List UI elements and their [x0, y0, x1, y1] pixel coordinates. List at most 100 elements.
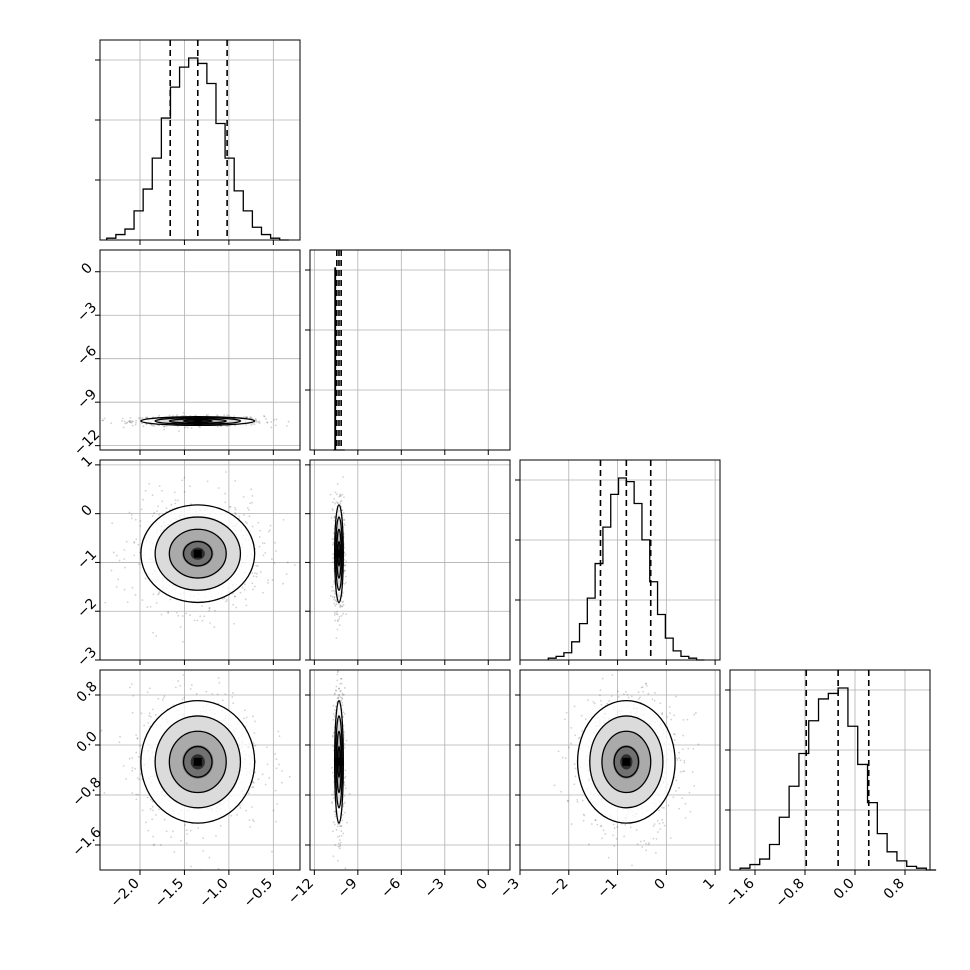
- sample-point: [271, 579, 274, 582]
- sample-point: [137, 793, 139, 796]
- sample-point: [673, 732, 675, 735]
- sample-point: [678, 807, 681, 810]
- sample-point: [584, 718, 587, 721]
- contour-line: [182, 540, 213, 567]
- sample-point: [262, 554, 265, 557]
- sample-point: [257, 778, 260, 781]
- sample-point: [341, 601, 344, 604]
- sample-point: [333, 602, 336, 605]
- sample-point: [131, 757, 134, 759]
- sample-point: [337, 620, 339, 622]
- sample-point: [189, 485, 191, 488]
- sample-point: [662, 821, 664, 824]
- density-content: [100, 471, 296, 643]
- sample-point: [689, 810, 692, 813]
- sample-point: [344, 564, 347, 567]
- sample-point: [147, 722, 150, 724]
- sample-point: [339, 494, 342, 497]
- density-content: [329, 476, 348, 639]
- sample-point: [177, 499, 179, 502]
- sample-point: [629, 826, 632, 829]
- sample-point: [653, 699, 656, 702]
- sample-point: [332, 542, 335, 544]
- sample-point: [278, 735, 281, 738]
- sample-point: [199, 426, 201, 428]
- sample-point: [118, 741, 121, 744]
- sample-point: [257, 521, 260, 524]
- sample-point: [343, 731, 346, 734]
- sample-point: [557, 750, 560, 753]
- contour-line: [140, 699, 256, 824]
- sample-point: [339, 605, 342, 607]
- sample-point: [125, 778, 127, 780]
- sample-point: [341, 701, 344, 704]
- sample-point: [340, 614, 343, 617]
- contour-line: [168, 730, 227, 794]
- sample-point: [234, 508, 237, 511]
- sample-point: [273, 418, 276, 421]
- sample-point: [153, 425, 156, 428]
- sample-point: [333, 810, 336, 813]
- sample-point: [123, 549, 126, 551]
- sample-point: [201, 605, 203, 607]
- sample-point: [163, 425, 165, 428]
- sample-point: [242, 496, 245, 498]
- sample-point: [281, 781, 283, 784]
- sample-point: [652, 837, 655, 840]
- sample-point: [341, 704, 344, 707]
- sample-point: [219, 825, 222, 827]
- density-panel-0-3: −2.0 −1.5 −1.0 −0.5−1.6−0.80.00.8: [69, 635, 301, 911]
- sample-point: [170, 503, 173, 506]
- sample-point: [344, 769, 347, 772]
- sample-point: [118, 559, 121, 562]
- sample-point: [658, 822, 661, 825]
- sample-point: [122, 765, 125, 767]
- sample-point: [342, 612, 345, 615]
- sample-point: [681, 797, 684, 800]
- sample-point: [332, 793, 335, 796]
- sample-point: [167, 611, 170, 613]
- sample-point: [126, 601, 129, 603]
- sample-point: [337, 836, 339, 838]
- sample-point: [343, 519, 346, 522]
- x-tick-label: −2.0: [107, 876, 142, 911]
- sample-point: [151, 515, 154, 517]
- sample-point: [678, 757, 681, 759]
- sample-point: [141, 809, 144, 812]
- sample-point: [158, 592, 160, 595]
- sample-point: [631, 864, 633, 867]
- sample-point: [340, 677, 343, 680]
- sample-point: [333, 516, 336, 519]
- sample-point: [683, 761, 686, 764]
- x-tick-label: −1.0: [196, 876, 231, 911]
- sample-point: [340, 699, 343, 702]
- sample-point: [566, 799, 569, 802]
- sample-point: [288, 775, 291, 778]
- sample-point: [578, 736, 581, 739]
- sample-point: [125, 540, 128, 543]
- sample-point: [153, 843, 156, 846]
- sample-point: [141, 417, 144, 420]
- sample-point: [223, 597, 226, 600]
- sample-point: [134, 767, 137, 770]
- sample-point: [167, 612, 170, 614]
- y-tick-label: −3: [74, 644, 100, 670]
- sample-point: [285, 425, 288, 427]
- sample-point: [329, 594, 332, 597]
- sample-point: [173, 851, 176, 854]
- sample-point: [189, 688, 192, 690]
- sample-point: [335, 829, 338, 831]
- sample-point: [335, 689, 338, 692]
- sample-point: [146, 416, 149, 419]
- sample-point: [338, 847, 341, 850]
- sample-point: [181, 479, 184, 482]
- sample-point: [332, 704, 335, 707]
- sample-point: [274, 424, 277, 427]
- sample-point: [331, 766, 333, 769]
- sample-point: [343, 784, 346, 786]
- sample-point: [588, 843, 590, 846]
- density-panel-0-1: −12 −9 −6 −3 0: [71, 249, 301, 459]
- sample-point: [132, 635, 134, 637]
- sample-point: [251, 818, 254, 821]
- sample-point: [143, 724, 146, 727]
